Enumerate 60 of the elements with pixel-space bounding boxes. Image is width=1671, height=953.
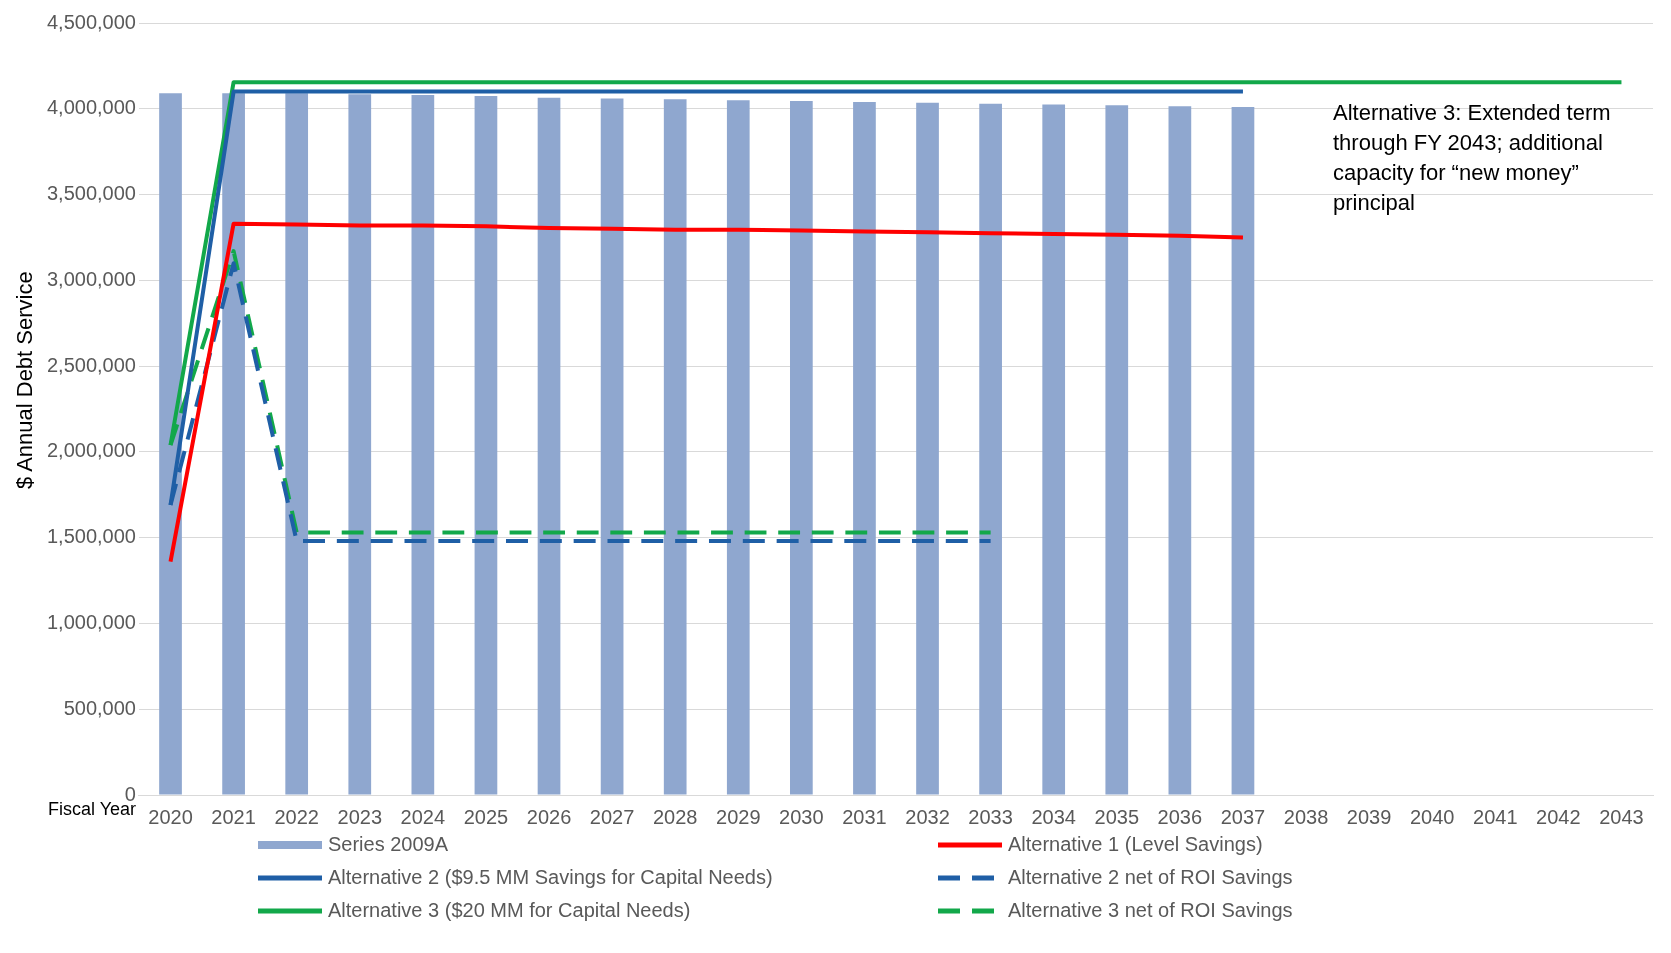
y-tick-label: 1,500,000 <box>46 525 136 548</box>
legend-label: Alternative 3 ($20 MM for Capital Needs) <box>328 899 691 922</box>
legend-label: Alternative 2 net of ROI Savings <box>1008 866 1293 889</box>
bar <box>916 102 939 795</box>
x-tick-label: 2020 <box>148 805 193 828</box>
bar <box>222 93 245 795</box>
annotation: Alternative 3: Extended term through FY 2043; additional capacity for “new money” principal <box>1333 99 1612 217</box>
legend-label: Series 2009A <box>328 833 449 856</box>
x-tick-label: 2037 <box>1220 805 1266 828</box>
x-tick-label: 2026 <box>526 805 572 828</box>
y-tick-label: 1,000,000 <box>46 610 136 633</box>
x-tick-label: 2038 <box>1283 805 1329 828</box>
bar <box>537 97 561 795</box>
y-tick-label: 2,500,000 <box>46 353 136 376</box>
x-tick-label: 2027 <box>589 805 635 828</box>
bar <box>411 95 435 795</box>
bar <box>348 94 372 795</box>
x-tick-label: 2028 <box>652 805 698 828</box>
y-tick-label: 4,500,000 <box>46 10 136 33</box>
x-tick-label: 2034 <box>1031 805 1076 828</box>
y-tick-label: 0 <box>124 782 136 805</box>
x-tick-label: 2025 <box>463 805 509 828</box>
x-tick-label: 2039 <box>1346 805 1392 828</box>
x-tick-label: 2042 <box>1536 805 1581 828</box>
bar <box>285 93 309 795</box>
x-tick-label: 2030 <box>779 805 824 828</box>
x-tick-label: 2032 <box>905 805 950 828</box>
x-tick-label: 2033 <box>968 805 1013 828</box>
y-tick-label: 3,500,000 <box>46 182 136 205</box>
x-tick-label: 2023 <box>337 805 383 828</box>
legend-label: Alternative 2 ($9.5 MM Savings for Capital Needs) <box>328 866 773 889</box>
bar <box>600 98 624 795</box>
x-tick-label: 2036 <box>1157 805 1203 828</box>
bar <box>474 95 498 795</box>
bar <box>726 100 750 795</box>
bar <box>1168 106 1192 795</box>
y-tick-label: 3,000,000 <box>46 267 136 290</box>
x-tick-label: 2043 <box>1599 805 1644 828</box>
bar <box>663 99 687 795</box>
y-tick-label: 2,000,000 <box>46 439 136 462</box>
x-tick-label: 2035 <box>1094 805 1140 828</box>
x-tick-label: 2024 <box>400 805 446 828</box>
bar <box>853 101 876 795</box>
bar <box>1231 107 1255 795</box>
legend-label: Alternative 3 net of ROI Savings <box>1008 899 1293 922</box>
x-tick-label: 2021 <box>211 805 256 828</box>
bar <box>1042 104 1066 795</box>
x-tick-label: 2040 <box>1409 805 1455 828</box>
y-tick-label: 4,000,000 <box>46 96 136 119</box>
x-tick-label: 2022 <box>274 805 319 828</box>
x-tick-label: 2031 <box>842 805 887 828</box>
bar <box>790 101 813 795</box>
y-tick-label: 500,000 <box>63 696 136 719</box>
x-tick-label: 2041 <box>1473 805 1518 828</box>
bar <box>979 103 1002 795</box>
y-axis-title: $ Annual Debt Service <box>12 270 38 492</box>
legend-label: Alternative 1 (Level Savings) <box>1008 833 1263 856</box>
bar <box>1105 105 1129 795</box>
x-tick-label: 2029 <box>716 805 761 828</box>
bar <box>159 93 182 795</box>
